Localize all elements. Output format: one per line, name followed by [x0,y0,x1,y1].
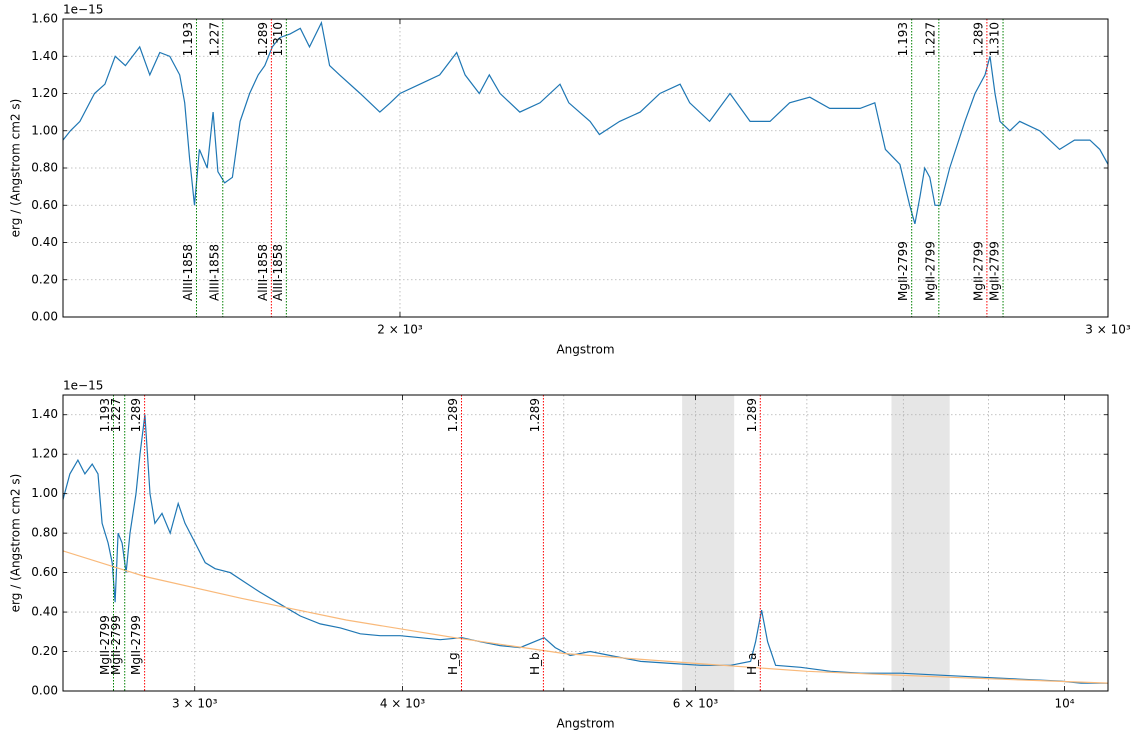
y-tick-label: 0.00 [31,684,58,698]
y-axis-label: erg / (Angstrom cm2 s) [9,99,23,238]
annotation-bottom-label: H_a [745,653,759,675]
x-axis-label: Angstrom [556,343,614,357]
y-tick-label: 0.80 [31,526,58,540]
annotation-top-label: 1.289 [129,398,143,432]
annotation-bottom-label: AlIII-1858 [271,244,285,301]
plot-area [63,19,1108,317]
annotation-bottom-label: AlIII-1858 [207,244,221,301]
shaded-region [682,395,735,691]
y-tick-label: 0.00 [31,310,58,324]
spectrum-line [63,20,1108,225]
annotation-top-label: 1.310 [271,22,285,56]
y-tick-label: 1.20 [31,86,58,100]
annotation-bottom-label: MgII-2799 [971,241,985,301]
annotation-bottom-label: MgII-2799 [109,615,123,675]
annotation-top-label: 1.193 [896,22,910,56]
x-tick-label: 6 × 10³ [673,697,719,711]
annotation-bottom-label: AlIII-1858 [181,244,195,301]
annotation-top-label: 1.289 [446,398,460,432]
y-tick-label: 0.80 [31,161,58,175]
offset-text: 1e−15 [63,379,103,393]
annotation-bottom-label: AlIII-1858 [256,244,270,301]
annotation-top-label: 1.289 [528,398,542,432]
x-tick-label: 3 × 10³ [172,697,218,711]
x-axis-label: Angstrom [556,717,614,731]
annotation-top-label: 1.289 [745,398,759,432]
y-tick-label: 1.00 [31,486,58,500]
offset-text: 1e−15 [63,3,103,17]
y-tick-label: 1.20 [31,447,58,461]
y-tick-label: 1.40 [31,49,58,63]
x-tick-label: 2 × 10³ [377,323,423,337]
plot-area [63,395,1108,691]
y-tick-label: 0.20 [31,644,58,658]
annotation-top-label: 1.193 [181,22,195,56]
y-tick-label: 1.60 [31,12,58,26]
annotation-bottom-label: H_b [528,652,542,675]
shaded-region [891,395,950,691]
x-tick-label: 4 × 10³ [380,697,426,711]
annotation-bottom-label: H_g [446,652,460,675]
annotation-top-label: 1.310 [988,22,1002,56]
y-tick-label: 0.40 [31,605,58,619]
annotation-bottom-label: MgII-2799 [98,615,112,675]
y-tick-label: 0.60 [31,198,58,212]
annotation-top-label: 1.289 [256,22,270,56]
annotation-top-label: 1.289 [971,22,985,56]
y-tick-label: 0.40 [31,235,58,249]
annotation-bottom-label: MgII-2799 [988,241,1002,301]
annotation-top-label: 1.193 [98,398,112,432]
annotation-bottom-label: MgII-2799 [896,241,910,301]
y-tick-label: 1.40 [31,407,58,421]
annotation-bottom-label: MgII-2799 [923,241,937,301]
y-tick-label: 1.00 [31,123,58,137]
y-tick-label: 0.60 [31,565,58,579]
annotation-top-label: 1.227 [207,22,221,56]
spectrum-line [63,550,1108,684]
x-tick-label: 10⁴ [1054,697,1074,711]
annotation-top-label: 1.227 [109,398,123,432]
x-tick-label: 3 × 10³ [1085,323,1131,337]
y-axis-label: erg / (Angstrom cm2 s) [9,474,23,613]
y-tick-label: 0.20 [31,272,58,286]
annotation-top-label: 1.227 [923,22,937,56]
annotation-bottom-label: MgII-2799 [129,615,143,675]
spectrum-line [63,414,1108,684]
axes-frame [62,394,1109,692]
